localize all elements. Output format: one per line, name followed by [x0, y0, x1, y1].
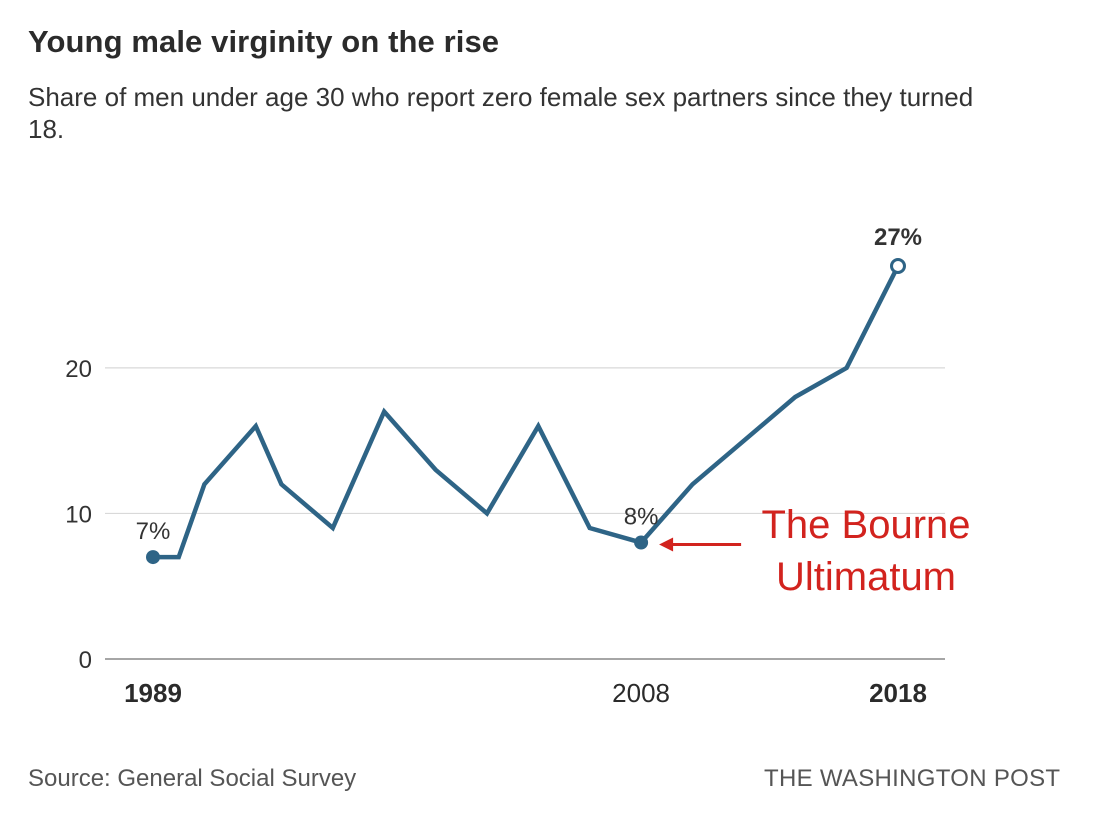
publisher-logo-text: THE WASHINGTON POST	[764, 765, 1061, 792]
point-marker	[634, 535, 649, 550]
point-marker	[890, 258, 906, 274]
annotation-text: The Bourne	[761, 503, 970, 547]
data-label: 27%	[874, 224, 922, 251]
series-line	[153, 264, 901, 560]
chart-title: Young male virginity on the rise	[28, 24, 500, 59]
chart-subtitle: Share of men under age 30 who report zer…	[28, 82, 974, 144]
y-tick-label: 20	[65, 356, 92, 383]
annotation-text: Ultimatum	[776, 555, 956, 599]
x-tick-label: 2008	[612, 678, 670, 708]
series-line-path	[153, 264, 901, 560]
x-axis-tick-labels: 1989 2008 2018	[124, 678, 927, 708]
y-axis-tick-labels: 0 10 20	[65, 356, 92, 674]
point-marker	[146, 550, 160, 565]
point-markers: 7% 8% 27%	[136, 224, 922, 565]
y-tick-label: 0	[79, 647, 92, 674]
y-tick-label: 10	[65, 501, 92, 528]
gridlines	[105, 367, 945, 660]
source-note: Source: General Social Survey	[28, 765, 357, 792]
x-tick-label: 1989	[124, 678, 182, 708]
data-label: 8%	[624, 504, 659, 531]
x-tick-label: 2018	[869, 678, 927, 708]
data-label: 7%	[136, 518, 171, 545]
annotation: The Bourne Ultimatum	[659, 503, 971, 599]
annotation-arrow-head	[659, 537, 674, 552]
